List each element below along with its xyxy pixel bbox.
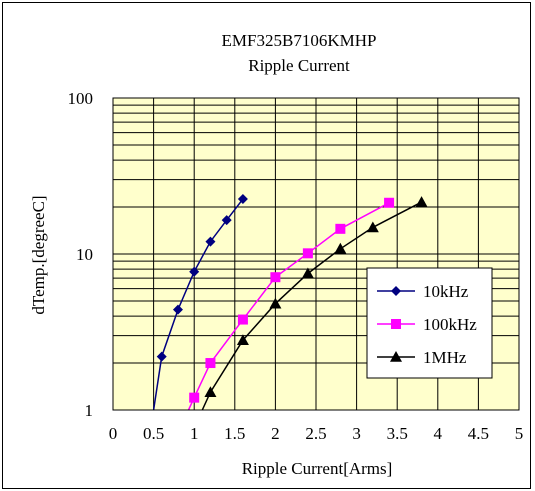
chart-title: EMF325B7106KMHP	[222, 31, 377, 50]
data-point	[269, 297, 282, 309]
data-point	[335, 223, 346, 234]
x-tick-label: 0	[109, 424, 118, 443]
data-point	[172, 304, 183, 315]
legend: 10kHz 100kHz 1MHz	[366, 267, 493, 379]
legend-item: 1MHz	[377, 348, 467, 367]
data-point	[415, 196, 428, 207]
data-point	[366, 221, 379, 233]
legend-item: 10kHz	[377, 282, 469, 301]
x-tick-label: 1	[190, 424, 199, 443]
legend-item: 100kHz	[377, 315, 477, 334]
data-point	[205, 358, 216, 369]
series-layer	[152, 194, 428, 411]
data-point	[384, 197, 395, 208]
data-point	[237, 194, 248, 205]
data-point	[270, 272, 281, 283]
legend-label: 1MHz	[423, 348, 467, 367]
legend-marker	[390, 351, 402, 362]
series-line	[187, 202, 390, 411]
grid-lines	[113, 98, 519, 410]
plot-border	[112, 97, 520, 411]
data-point	[236, 334, 249, 346]
chart-subtitle: Ripple Current	[248, 56, 350, 75]
series-10kHz	[152, 194, 248, 411]
x-tick-label: 3.5	[387, 424, 408, 443]
y-axis-label: dTemp.[degreeC]	[29, 195, 48, 314]
x-tick-labels: 0 0.5 1 1.5 2 2.5 3 3.5 4 4.5 5	[109, 424, 524, 443]
legend-label: 10kHz	[423, 282, 469, 301]
legend-label: 100kHz	[423, 315, 477, 334]
y-tick-label: 1	[85, 401, 94, 420]
legend-box	[366, 267, 493, 379]
x-tick-label: 3	[352, 424, 361, 443]
x-tick-label: 1.5	[224, 424, 245, 443]
legend-marker	[391, 319, 401, 329]
data-point	[334, 242, 347, 254]
series-1MHz	[201, 196, 428, 411]
x-tick-label: 4.5	[468, 424, 489, 443]
data-point	[204, 386, 217, 398]
data-point	[156, 351, 167, 362]
x-axis-label: Ripple Current[Arms]	[242, 459, 393, 478]
data-point	[221, 215, 232, 226]
x-tick-label: 2	[271, 424, 280, 443]
data-point	[237, 314, 248, 325]
legend-marker	[391, 286, 401, 296]
y-tick-labels: 1 10 100	[68, 89, 94, 420]
x-tick-label: 5	[515, 424, 524, 443]
data-point	[189, 392, 200, 403]
series-100kHz	[187, 197, 395, 411]
data-point	[205, 236, 216, 247]
x-tick-label: 4	[434, 424, 443, 443]
y-tick-label: 100	[68, 89, 94, 108]
data-point	[302, 248, 313, 259]
data-point	[301, 267, 314, 279]
y-tick-label: 10	[76, 245, 93, 264]
x-tick-label: 2.5	[305, 424, 326, 443]
data-point	[189, 266, 200, 277]
x-tick-label: 0.5	[143, 424, 164, 443]
series-line	[201, 201, 422, 411]
